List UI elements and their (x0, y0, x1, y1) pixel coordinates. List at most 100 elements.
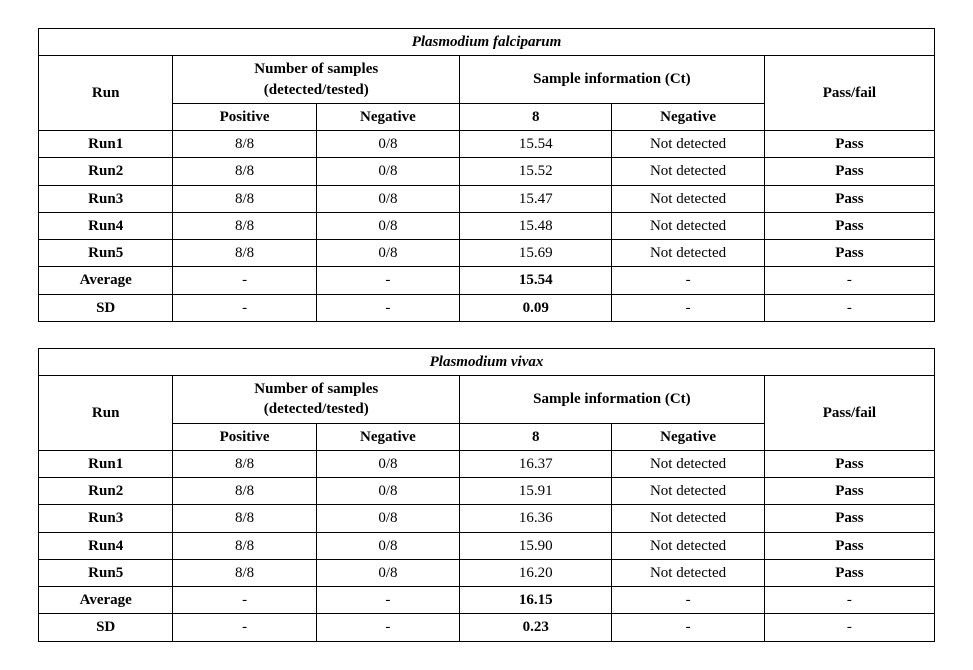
row-average: Average - - 16.15 - - (39, 587, 935, 614)
cell-ct: 16.20 (460, 559, 612, 586)
cell-passfail: Pass (764, 240, 934, 267)
cell-sd-label: SD (39, 294, 173, 321)
cell-dash: - (173, 587, 316, 614)
cell-neg: 0/8 (316, 478, 459, 505)
header-run: Run (39, 56, 173, 131)
cell-run: Run4 (39, 532, 173, 559)
cell-ctneg: Not detected (612, 450, 764, 477)
cell-ct: 15.52 (460, 158, 612, 185)
cell-run: Run1 (39, 450, 173, 477)
cell-ctneg: Not detected (612, 240, 764, 267)
cell-pos: 8/8 (173, 478, 316, 505)
table-head: Plasmodium falciparum Run Number of samp… (39, 29, 935, 131)
cell-dash: - (316, 267, 459, 294)
table-body: Run1 8/8 0/8 15.54 Not detected Pass Run… (39, 131, 935, 322)
header-negative: Negative (316, 103, 459, 130)
cell-passfail: Pass (764, 131, 934, 158)
cell-ctneg: Not detected (612, 478, 764, 505)
cell-neg: 0/8 (316, 559, 459, 586)
table-row: Run2 8/8 0/8 15.52 Not detected Pass (39, 158, 935, 185)
cell-ct: 15.91 (460, 478, 612, 505)
cell-passfail: Pass (764, 559, 934, 586)
cell-passfail: Pass (764, 185, 934, 212)
header-samples-line1: Number of samples (254, 381, 378, 397)
cell-dash: - (764, 294, 934, 321)
cell-ctneg: Not detected (612, 505, 764, 532)
table-row: Run1 8/8 0/8 16.37 Not detected Pass (39, 450, 935, 477)
title-cell: Plasmodium vivax (39, 348, 935, 375)
cell-run: Run2 (39, 158, 173, 185)
row-average: Average - - 15.54 - - (39, 267, 935, 294)
cell-neg: 0/8 (316, 185, 459, 212)
cell-sd-ct: 0.09 (460, 294, 612, 321)
cell-run: Run1 (39, 131, 173, 158)
cell-dash: - (173, 267, 316, 294)
cell-dash: - (764, 614, 934, 641)
table-falciparum: Plasmodium falciparum Run Number of samp… (38, 28, 935, 322)
cell-pos: 8/8 (173, 131, 316, 158)
cell-run: Run3 (39, 505, 173, 532)
header-negative: Negative (316, 423, 459, 450)
cell-dash: - (316, 614, 459, 641)
table-row: Run5 8/8 0/8 16.20 Not detected Pass (39, 559, 935, 586)
cell-average-label: Average (39, 587, 173, 614)
cell-neg: 0/8 (316, 450, 459, 477)
cell-ct: 15.54 (460, 131, 612, 158)
cell-ctneg: Not detected (612, 185, 764, 212)
cell-neg: 0/8 (316, 212, 459, 239)
cell-passfail: Pass (764, 450, 934, 477)
table-row: Run5 8/8 0/8 15.69 Not detected Pass (39, 240, 935, 267)
cell-neg: 0/8 (316, 532, 459, 559)
header-passfail: Pass/fail (764, 56, 934, 131)
cell-dash: - (316, 587, 459, 614)
cell-dash: - (612, 587, 764, 614)
cell-passfail: Pass (764, 532, 934, 559)
header-sampleinfo: Sample information (Ct) (460, 376, 765, 424)
cell-ctneg: Not detected (612, 559, 764, 586)
cell-pos: 8/8 (173, 240, 316, 267)
cell-passfail: Pass (764, 478, 934, 505)
cell-dash: - (612, 614, 764, 641)
cell-pos: 8/8 (173, 450, 316, 477)
cell-run: Run3 (39, 185, 173, 212)
cell-average-label: Average (39, 267, 173, 294)
cell-ct: 15.47 (460, 185, 612, 212)
row-sd: SD - - 0.23 - - (39, 614, 935, 641)
header-samples-line2: (detected/tested) (264, 82, 369, 98)
title-cell: Plasmodium falciparum (39, 29, 935, 56)
header-ctneg: Negative (612, 423, 764, 450)
cell-average-ct: 15.54 (460, 267, 612, 294)
header-positive: Positive (173, 423, 316, 450)
cell-run: Run5 (39, 240, 173, 267)
cell-run: Run2 (39, 478, 173, 505)
cell-ctneg: Not detected (612, 532, 764, 559)
cell-dash: - (612, 267, 764, 294)
cell-ct: 15.48 (460, 212, 612, 239)
cell-pos: 8/8 (173, 158, 316, 185)
header-samples: Number of samples (detected/tested) (173, 376, 460, 424)
cell-dash: - (764, 267, 934, 294)
cell-average-ct: 16.15 (460, 587, 612, 614)
table-row: Run2 8/8 0/8 15.91 Not detected Pass (39, 478, 935, 505)
cell-neg: 0/8 (316, 158, 459, 185)
cell-dash: - (173, 294, 316, 321)
cell-pos: 8/8 (173, 212, 316, 239)
header-run: Run (39, 376, 173, 451)
header-positive: Positive (173, 103, 316, 130)
cell-passfail: Pass (764, 212, 934, 239)
cell-sd-ct: 0.23 (460, 614, 612, 641)
cell-dash: - (764, 587, 934, 614)
cell-ctneg: Not detected (612, 212, 764, 239)
cell-neg: 0/8 (316, 505, 459, 532)
cell-pos: 8/8 (173, 559, 316, 586)
cell-ct: 16.36 (460, 505, 612, 532)
cell-pos: 8/8 (173, 532, 316, 559)
cell-neg: 0/8 (316, 240, 459, 267)
cell-passfail: Pass (764, 158, 934, 185)
cell-pos: 8/8 (173, 505, 316, 532)
header-samples-line1: Number of samples (254, 61, 378, 77)
row-sd: SD - - 0.09 - - (39, 294, 935, 321)
table-row: Run1 8/8 0/8 15.54 Not detected Pass (39, 131, 935, 158)
header-samples: Number of samples (detected/tested) (173, 56, 460, 104)
header-samples-line2: (detected/tested) (264, 401, 369, 417)
